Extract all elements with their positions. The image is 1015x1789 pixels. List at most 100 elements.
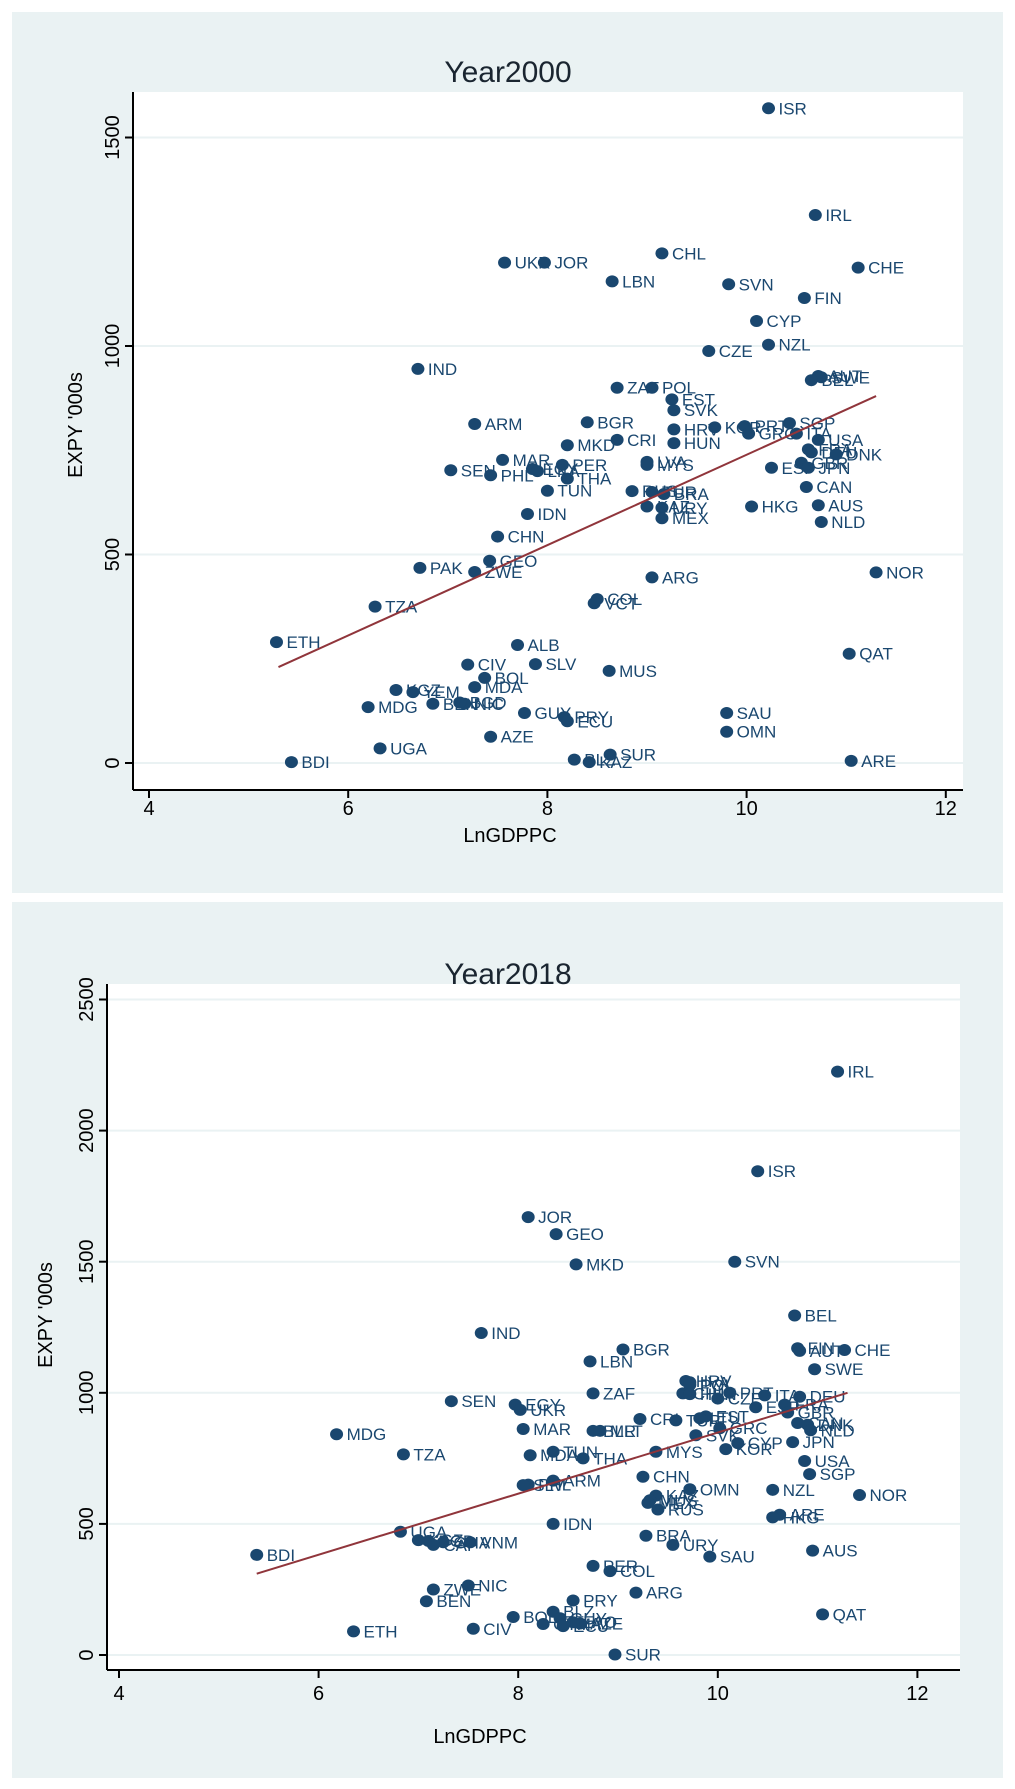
- data-point-tha: [576, 1452, 590, 1465]
- data-point-tur: [669, 1414, 683, 1427]
- point-label: NOR: [870, 1486, 908, 1505]
- data-point-rus: [625, 485, 639, 498]
- point-label: COL: [607, 590, 642, 609]
- data-point-ukr: [513, 1403, 527, 1416]
- data-point-mys: [640, 458, 654, 471]
- data-point-bdi: [284, 756, 298, 769]
- data-point-eth: [347, 1625, 361, 1638]
- point-label: TUN: [557, 482, 592, 501]
- data-point-bdi: [250, 1548, 264, 1561]
- data-point-sen: [444, 1395, 458, 1408]
- plot-area: [107, 984, 960, 1670]
- y-tick-label: 0: [76, 1649, 98, 1660]
- x-tick-label: 4: [143, 798, 154, 820]
- point-label: SUR: [625, 1645, 661, 1664]
- point-label: ISR: [768, 1162, 796, 1181]
- point-label: IRL: [848, 1063, 874, 1082]
- data-point-eth: [269, 636, 283, 649]
- point-label: EST: [716, 1407, 749, 1426]
- data-point-can: [791, 1416, 805, 1429]
- point-label: IDN: [537, 505, 566, 524]
- x-axis-title: LnGDPPC: [433, 1726, 526, 1748]
- data-point-grc: [742, 427, 756, 440]
- point-label: QAT: [859, 645, 893, 664]
- data-point-ukr: [498, 256, 512, 269]
- point-label: MAR: [513, 451, 551, 470]
- point-label: BOL: [495, 669, 529, 688]
- point-label: NZL: [779, 336, 811, 355]
- y-tick-label: 500: [102, 538, 124, 571]
- data-point-alb: [511, 638, 525, 651]
- point-label: HRV: [684, 420, 720, 439]
- point-label: PAK: [430, 559, 463, 578]
- point-label: URY: [672, 499, 708, 518]
- point-label: SAU: [720, 1548, 755, 1567]
- point-label: MEX: [658, 1494, 695, 1513]
- data-point-civ: [466, 1622, 480, 1635]
- data-point-ita: [758, 1389, 772, 1402]
- point-label: NOR: [886, 563, 924, 582]
- data-point-ecu: [560, 715, 574, 728]
- x-tick-label: 8: [542, 798, 553, 820]
- point-label: MLT: [610, 1422, 643, 1441]
- data-point-pol: [645, 381, 659, 394]
- point-label: MUS: [619, 662, 657, 681]
- point-label: PER: [572, 456, 607, 475]
- x-tick-label: 6: [313, 1683, 324, 1705]
- y-tick-label: 500: [76, 1507, 98, 1540]
- point-label: CIV: [483, 1620, 512, 1639]
- data-point-svn: [728, 1255, 742, 1268]
- point-label: ZWE: [485, 563, 523, 582]
- data-point-lao: [566, 1616, 580, 1629]
- x-tick-label: 8: [513, 1683, 524, 1705]
- data-point-mar: [516, 1422, 530, 1435]
- point-label: NIC: [478, 1577, 507, 1596]
- point-label: CAN: [816, 478, 852, 497]
- data-point-esp: [749, 1401, 763, 1414]
- data-point-nld: [814, 515, 828, 528]
- point-label: THA: [577, 470, 612, 489]
- point-label: AUT: [810, 1342, 844, 1361]
- point-label: BGD: [470, 694, 507, 713]
- point-label: MAR: [533, 1420, 571, 1439]
- data-point-mda: [468, 681, 482, 694]
- point-label: USA: [828, 431, 864, 450]
- data-point-civ: [461, 658, 475, 671]
- point-label: ARM: [485, 415, 523, 434]
- data-point-swe: [808, 1363, 822, 1376]
- point-label: YEM: [423, 683, 460, 702]
- point-label: MDA: [485, 678, 523, 697]
- x-tick-label: 10: [707, 1683, 729, 1705]
- data-point-deu: [804, 446, 818, 459]
- data-point-cze: [702, 345, 716, 358]
- point-label: JOR: [554, 254, 588, 273]
- data-point-per: [555, 458, 569, 471]
- point-label: ALB: [528, 636, 560, 655]
- data-point-irl: [808, 209, 822, 222]
- data-point-ind: [474, 1327, 488, 1340]
- data-point-vnm: [463, 1536, 477, 1549]
- data-point-tza: [368, 600, 382, 613]
- data-point-mex: [655, 512, 669, 525]
- data-point-swe: [814, 371, 828, 384]
- point-label: QAT: [833, 1605, 867, 1624]
- data-point-aus: [811, 499, 825, 512]
- point-label: IND: [428, 360, 457, 379]
- data-point-che: [838, 1344, 852, 1357]
- y-tick-label: 2500: [76, 977, 98, 1022]
- data-point-tha: [560, 472, 574, 485]
- point-label: KAZ: [666, 1487, 699, 1506]
- point-label: ECU: [573, 1617, 609, 1636]
- point-label: EST: [682, 390, 715, 409]
- data-point-jpn: [801, 461, 815, 474]
- point-label: RUS: [668, 1500, 704, 1519]
- point-label: LBN: [622, 272, 655, 291]
- y-axis-title: EXPY '000s: [65, 372, 87, 478]
- x-tick-label: 10: [735, 798, 757, 820]
- point-label: NZL: [783, 1481, 815, 1500]
- y-tick-label: 1500: [102, 115, 124, 160]
- data-point-tur: [645, 485, 659, 498]
- y-tick-label: 1000: [76, 1371, 98, 1416]
- point-label: CHE: [868, 259, 904, 278]
- point-label: PHL: [501, 466, 534, 485]
